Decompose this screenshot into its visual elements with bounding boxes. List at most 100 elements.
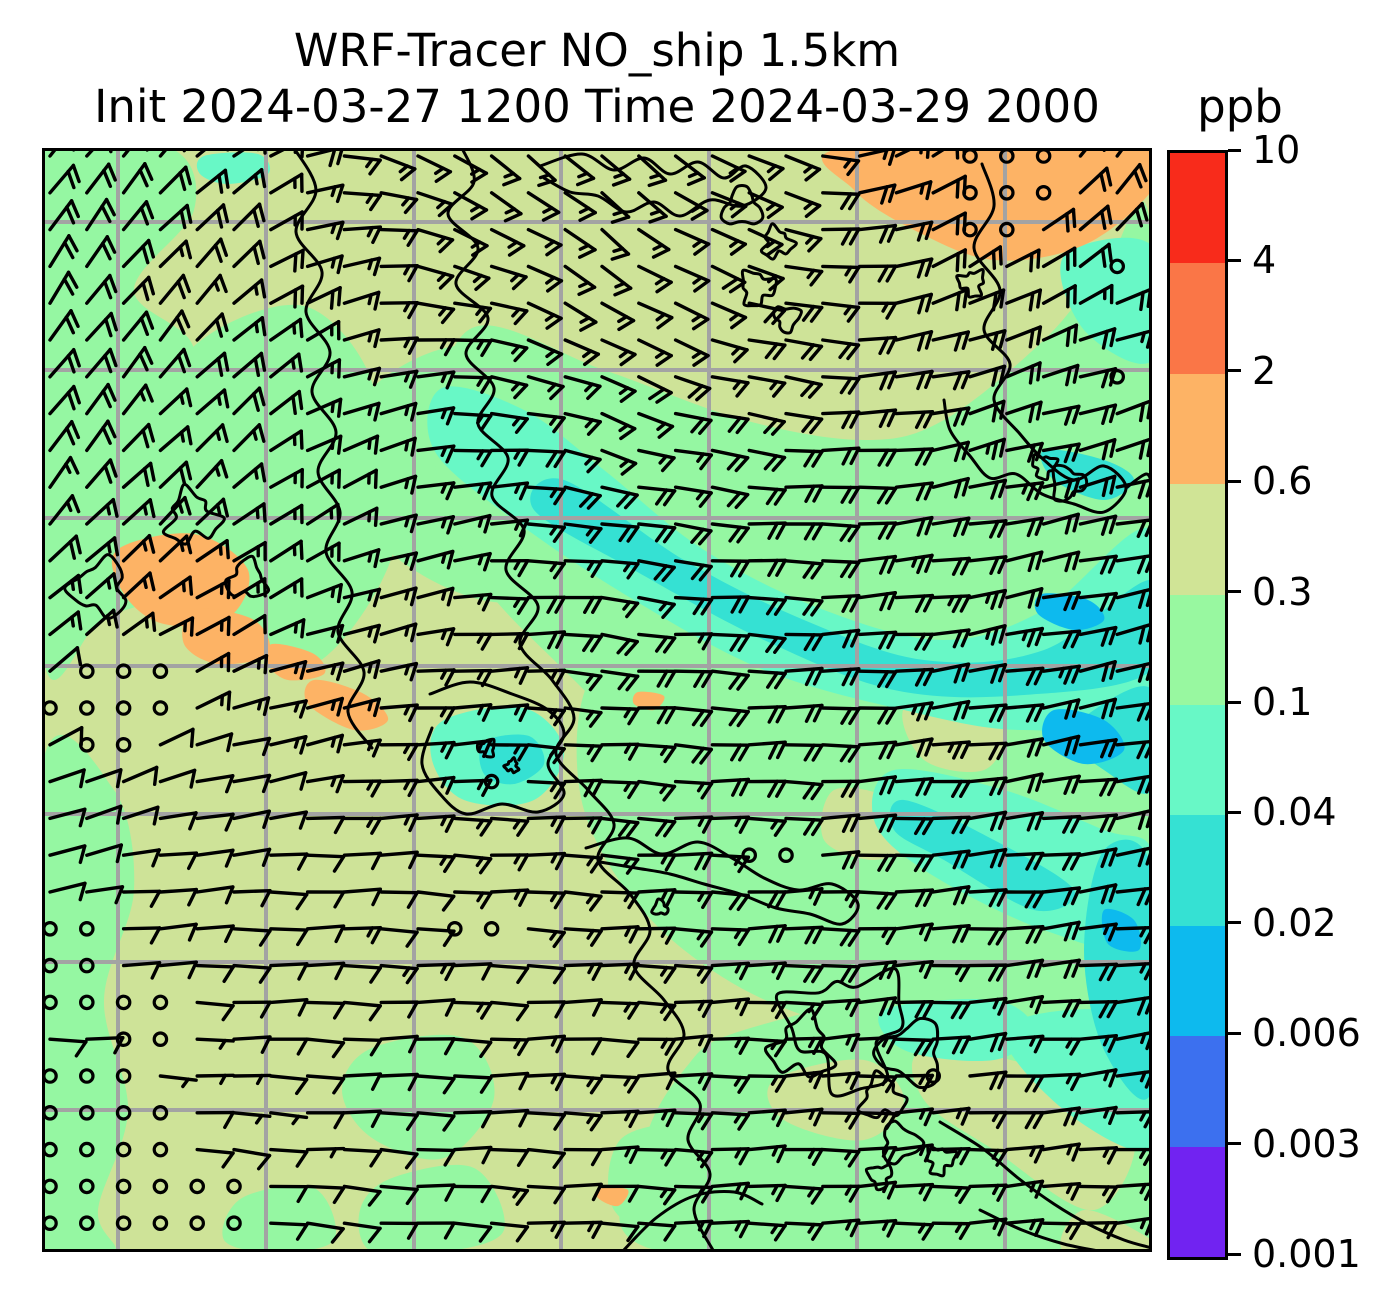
wind-barb-stroke <box>710 777 751 784</box>
wind-barb-stroke <box>489 1221 530 1229</box>
wind-barb-stroke <box>804 925 816 945</box>
wind-barb-stroke <box>253 356 261 378</box>
wind-barb-stroke <box>48 881 87 894</box>
wind-barb-stroke <box>416 370 456 379</box>
wind-barb-stroke <box>1115 587 1152 600</box>
wind-barb-stroke <box>728 166 740 175</box>
wind-barb-stroke <box>552 525 566 543</box>
wind-barb-stroke <box>305 961 346 968</box>
wind-barb-stroke <box>232 653 269 673</box>
wind-barb-stroke <box>232 773 272 784</box>
wind-barb-stroke <box>619 426 637 441</box>
wind-barb-stroke <box>70 615 75 628</box>
wind-barb-stroke <box>259 351 267 372</box>
wind-barb-stroke <box>591 998 603 1017</box>
wind-barb-stroke <box>404 439 410 452</box>
wind-barb-stroke <box>1115 701 1152 710</box>
wind-barb-stroke <box>549 384 565 401</box>
wind-barb-stroke <box>253 283 259 296</box>
wind-barb-stroke <box>810 782 824 801</box>
wind-barb-stroke <box>1041 958 1081 968</box>
wind-barb-stroke <box>232 239 262 269</box>
wind-barb-stroke <box>733 1075 743 1087</box>
wind-barb-stroke <box>262 809 271 830</box>
wind-barb-stroke <box>803 201 814 211</box>
wind-barb-stroke <box>1138 624 1146 645</box>
wind-barb-stroke <box>367 589 374 602</box>
wind-barb-stroke <box>733 928 743 940</box>
wind-barb-stroke <box>305 254 344 269</box>
wind-barb-stroke <box>879 776 890 796</box>
wind-barb-stroke <box>843 158 853 169</box>
wind-barb-stroke <box>914 888 927 908</box>
wind-barb-stroke <box>618 423 630 433</box>
island-coastline <box>955 268 986 299</box>
wind-barb-stroke <box>269 352 301 379</box>
wind-barb-stroke <box>952 371 963 391</box>
wind-barb-stroke <box>214 318 224 338</box>
wind-barb-stroke <box>894 1143 934 1152</box>
wind-barb-stroke <box>953 407 963 427</box>
wind-barb-stroke <box>1064 514 1073 535</box>
wind-barb-stroke <box>673 485 713 495</box>
calm-wind-circle <box>115 1178 132 1195</box>
wind-barb-stroke <box>821 559 861 565</box>
wind-barb-stroke <box>922 1000 935 1019</box>
wind-barb-stroke <box>489 1000 530 1008</box>
wind-barb-stroke <box>658 454 668 465</box>
wind-barb-stroke <box>766 671 779 689</box>
wind-barb-stroke <box>269 618 306 637</box>
wind-barb-stroke <box>726 491 742 508</box>
wind-barb-stroke <box>441 551 447 564</box>
wind-barb-stroke <box>626 562 640 580</box>
wind-barb-stroke <box>623 1001 632 1013</box>
wind-barb-stroke <box>738 595 751 614</box>
calm-wind-circle <box>962 221 978 238</box>
wind-barb-stroke <box>477 515 484 528</box>
wind-barb-stroke <box>1071 958 1081 978</box>
wind-barb-stroke <box>649 209 662 216</box>
wind-barb-stroke <box>961 662 971 682</box>
wind-barb-stroke <box>410 474 418 495</box>
wind-barb-stroke <box>262 502 267 523</box>
wind-barb-stroke <box>729 169 747 183</box>
wind-barb-stroke <box>403 336 411 349</box>
wind-barb-stroke <box>1005 772 1044 784</box>
wind-barb-stroke <box>747 521 787 526</box>
wind-barb-stroke <box>379 1034 419 1041</box>
wind-barb-stroke <box>735 381 750 398</box>
wind-barb-stroke <box>184 460 193 481</box>
wind-barb-stroke <box>968 399 1006 416</box>
wind-barb-stroke <box>841 850 853 870</box>
wind-barb-stroke <box>821 743 861 749</box>
wind-barb-stroke <box>416 481 456 489</box>
wind-barb-stroke <box>104 317 113 338</box>
wind-barb-stroke <box>697 632 706 644</box>
wind-barb-stroke <box>916 517 926 537</box>
wind-barb-stroke <box>784 703 824 710</box>
wind-barb-stroke <box>416 814 456 821</box>
wind-barb-stroke <box>660 926 669 938</box>
wind-barb-stroke <box>922 888 935 907</box>
wind-barb-stroke <box>578 280 590 289</box>
wind-barb-stroke <box>698 564 713 582</box>
wind-barb-stroke <box>701 815 714 834</box>
wind-barb-stroke <box>728 280 747 294</box>
wind-barb-stroke <box>409 551 419 571</box>
wind-barb-stroke <box>470 208 489 221</box>
wind-barb-stroke <box>1029 1145 1037 1158</box>
wind-barb-stroke <box>416 191 454 206</box>
wind-barb-stroke <box>195 1037 235 1043</box>
wind-barb-stroke <box>968 624 1007 637</box>
wind-barb-stroke <box>336 623 345 644</box>
wind-barb-stroke <box>503 212 523 223</box>
wind-barb-stroke <box>774 1074 787 1093</box>
wind-barb-stroke <box>784 448 824 454</box>
calm-wind-circle <box>152 1031 169 1047</box>
wind-barb-stroke <box>482 739 493 759</box>
wind-barb-stroke <box>305 1000 346 1006</box>
wind-barb-stroke <box>953 442 963 463</box>
wind-barb-stroke <box>839 524 853 542</box>
wind-barb-stroke <box>48 199 74 232</box>
wind-barb-stroke <box>334 924 346 944</box>
